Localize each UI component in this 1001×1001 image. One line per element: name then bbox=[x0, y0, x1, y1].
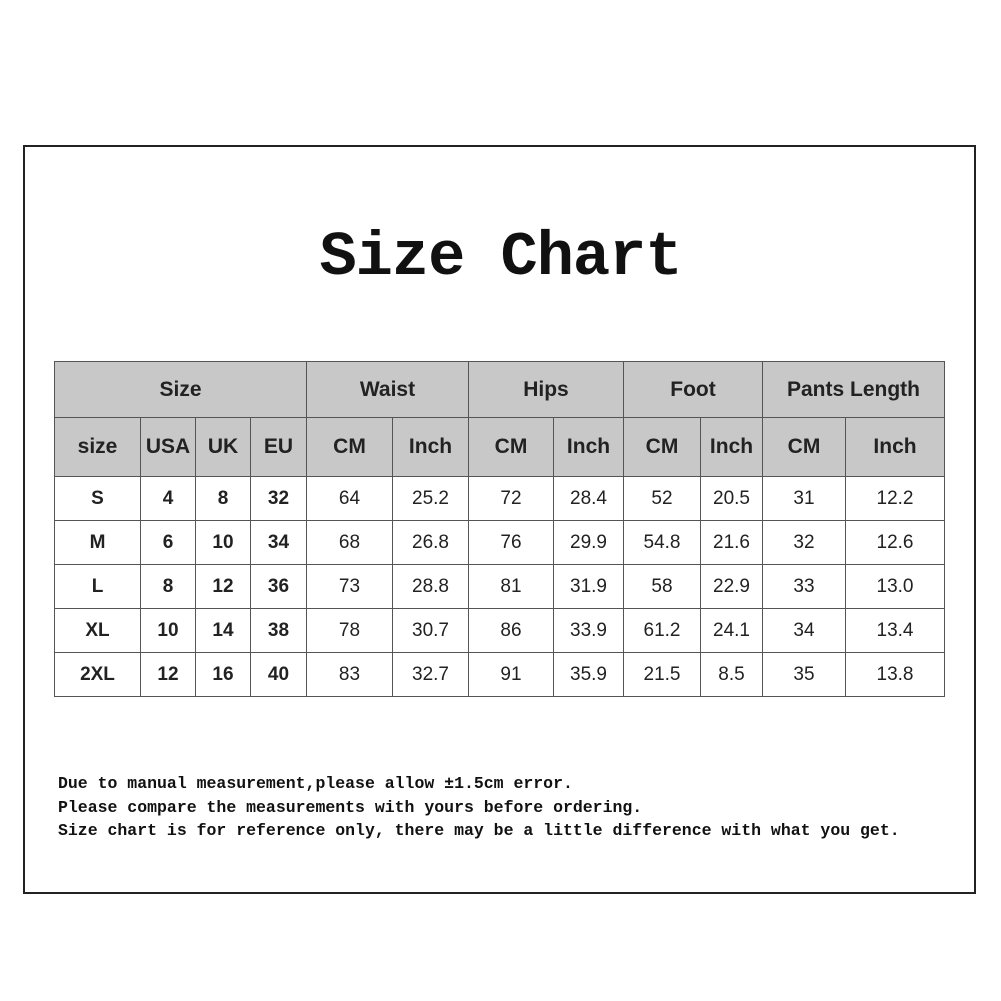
note-line: Size chart is for reference only, there … bbox=[58, 821, 900, 840]
table-cell: 2XL bbox=[54, 652, 141, 697]
table-cell: 22.9 bbox=[700, 564, 763, 609]
note-line: Please compare the measurements with you… bbox=[58, 797, 643, 817]
table-row: M 6 10 34 68 26.8 76 29.9 54.8 21.6 32 12.6 bbox=[54, 520, 945, 565]
table-row: XL 10 14 38 78 30.7 86 33.9 61.2 24.1 34 13.4 bbox=[54, 608, 945, 653]
table-cell: 31 bbox=[762, 476, 846, 521]
table-cell: 36 bbox=[250, 564, 307, 609]
column-header: Inch bbox=[700, 417, 763, 477]
table-cell: 52 bbox=[623, 476, 701, 521]
table-cell: 4 bbox=[140, 476, 196, 521]
table-cell: 16 bbox=[195, 652, 251, 697]
table-cell: 12.2 bbox=[845, 476, 945, 521]
column-header: size bbox=[54, 417, 141, 477]
size-table: Size Waist Hips Foot Pants Length size US… bbox=[54, 361, 945, 697]
subheader-row: size USA UK EU CM Inch CM Inch CM Inch CM Inch bbox=[54, 417, 945, 477]
table-cell: S bbox=[54, 476, 141, 521]
column-header: CM bbox=[306, 417, 393, 477]
table-cell: 8 bbox=[195, 476, 251, 521]
notes: Due to manual measurement,please allow ±… bbox=[58, 772, 900, 843]
group-header: Waist bbox=[306, 361, 469, 418]
table-cell: 32.7 bbox=[392, 652, 469, 697]
group-header-row: Size Waist Hips Foot Pants Length bbox=[54, 361, 945, 418]
table-cell: 33 bbox=[762, 564, 846, 609]
table-row: L 8 12 36 73 28.8 81 31.9 58 22.9 33 13.0 bbox=[54, 564, 945, 609]
table-row: S 4 8 32 64 25.2 72 28.4 52 20.5 31 12.2 bbox=[54, 476, 945, 521]
table-cell: 28.4 bbox=[553, 476, 624, 521]
table-cell: 32 bbox=[250, 476, 307, 521]
table-cell: 54.8 bbox=[623, 520, 701, 565]
column-header: Inch bbox=[553, 417, 624, 477]
column-header: CM bbox=[623, 417, 701, 477]
table-cell: 86 bbox=[468, 608, 554, 653]
table-cell: 76 bbox=[468, 520, 554, 565]
table-cell: 24.1 bbox=[700, 608, 763, 653]
note-line: Due to manual measurement,please allow ±… bbox=[58, 774, 573, 793]
table-cell: 10 bbox=[140, 608, 196, 653]
table-cell: 73 bbox=[306, 564, 393, 609]
table-cell: 13.8 bbox=[845, 652, 945, 697]
table-cell: XL bbox=[54, 608, 141, 653]
table-cell: 21.6 bbox=[700, 520, 763, 565]
table-cell: M bbox=[54, 520, 141, 565]
table-cell: 31.9 bbox=[553, 564, 624, 609]
table-cell: 12 bbox=[140, 652, 196, 697]
table-cell: 12 bbox=[195, 564, 251, 609]
table-cell: 58 bbox=[623, 564, 701, 609]
table-cell: 12.6 bbox=[845, 520, 945, 565]
table-cell: 83 bbox=[306, 652, 393, 697]
table-row: 2XL 12 16 40 83 32.7 91 35.9 21.5 8.5 35 13.8 bbox=[54, 652, 945, 697]
table-cell: 35 bbox=[762, 652, 846, 697]
table-cell: 29.9 bbox=[553, 520, 624, 565]
table-cell: 13.0 bbox=[845, 564, 945, 609]
group-header: Hips bbox=[468, 361, 624, 418]
column-header: EU bbox=[250, 417, 307, 477]
table-cell: 6 bbox=[140, 520, 196, 565]
table-cell: 40 bbox=[250, 652, 307, 697]
table-cell: 25.2 bbox=[392, 476, 469, 521]
group-header: Size bbox=[54, 361, 307, 418]
table-cell: 81 bbox=[468, 564, 554, 609]
column-header: USA bbox=[140, 417, 196, 477]
table-cell: 34 bbox=[762, 608, 846, 653]
table-cell: 64 bbox=[306, 476, 393, 521]
column-header: Inch bbox=[392, 417, 469, 477]
column-header: Inch bbox=[845, 417, 945, 477]
table-cell: 72 bbox=[468, 476, 554, 521]
table-cell: 30.7 bbox=[392, 608, 469, 653]
table-cell: 8 bbox=[140, 564, 196, 609]
page-title: Size Chart bbox=[319, 222, 682, 293]
group-header: Pants Length bbox=[762, 361, 945, 418]
table-cell: 34 bbox=[250, 520, 307, 565]
table-cell: 8.5 bbox=[700, 652, 763, 697]
table-cell: 13.4 bbox=[845, 608, 945, 653]
table-cell: 78 bbox=[306, 608, 393, 653]
table-cell: 28.8 bbox=[392, 564, 469, 609]
table-cell: 91 bbox=[468, 652, 554, 697]
table-cell: 38 bbox=[250, 608, 307, 653]
table-cell: 21.5 bbox=[623, 652, 701, 697]
table-cell: 20.5 bbox=[700, 476, 763, 521]
column-header: CM bbox=[468, 417, 554, 477]
table-cell: 10 bbox=[195, 520, 251, 565]
group-header: Foot bbox=[623, 361, 763, 418]
table-cell: 14 bbox=[195, 608, 251, 653]
table-cell: 26.8 bbox=[392, 520, 469, 565]
table-cell: 33.9 bbox=[553, 608, 624, 653]
table-cell: L bbox=[54, 564, 141, 609]
column-header: UK bbox=[195, 417, 251, 477]
chart-frame bbox=[23, 145, 976, 894]
table-cell: 68 bbox=[306, 520, 393, 565]
column-header: CM bbox=[762, 417, 846, 477]
table-cell: 35.9 bbox=[553, 652, 624, 697]
table-cell: 61.2 bbox=[623, 608, 701, 653]
table-cell: 32 bbox=[762, 520, 846, 565]
